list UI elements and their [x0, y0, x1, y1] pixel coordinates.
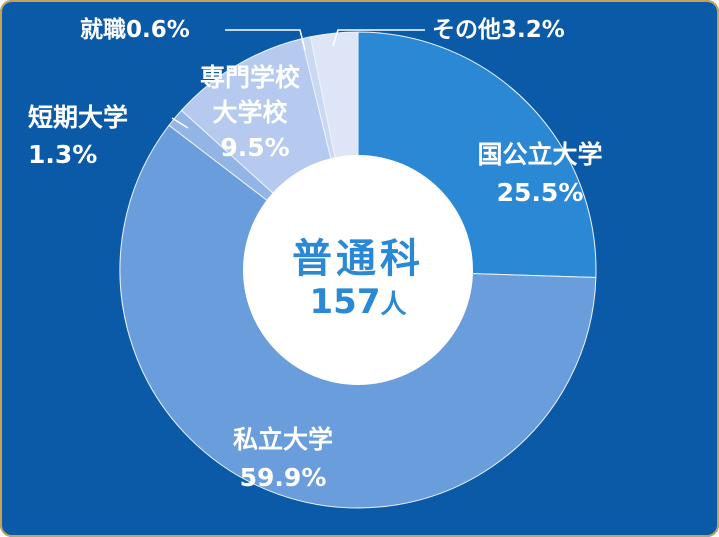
leader-line: [171, 117, 189, 129]
value-label: 3.2%: [501, 17, 565, 43]
leader-line: [332, 29, 425, 47]
category-label: 就職: [80, 17, 126, 43]
center-value: 157: [309, 282, 381, 322]
slice-label: 就職0.6%: [80, 12, 190, 48]
center-total: 157人: [310, 282, 407, 322]
category-label: 私立大学: [232, 425, 334, 454]
value-label: 25.5%: [496, 178, 584, 207]
value-label: 0.6%: [126, 17, 190, 43]
category-label: 専門学校 大学校: [199, 63, 301, 127]
center-unit: 人: [380, 290, 407, 320]
slice-label: その他3.2%: [432, 12, 565, 48]
leader-line: [225, 29, 306, 51]
value-label: 59.9%: [239, 463, 327, 492]
category-label: その他: [432, 17, 501, 43]
center-title: 普通科: [292, 236, 424, 282]
category-label: 国公立大学: [477, 140, 603, 169]
value-label: 9.5%: [220, 133, 290, 162]
donut-hole: [243, 155, 473, 385]
value-label: 1.3%: [28, 140, 98, 169]
category-label: 短期大学: [28, 103, 129, 132]
